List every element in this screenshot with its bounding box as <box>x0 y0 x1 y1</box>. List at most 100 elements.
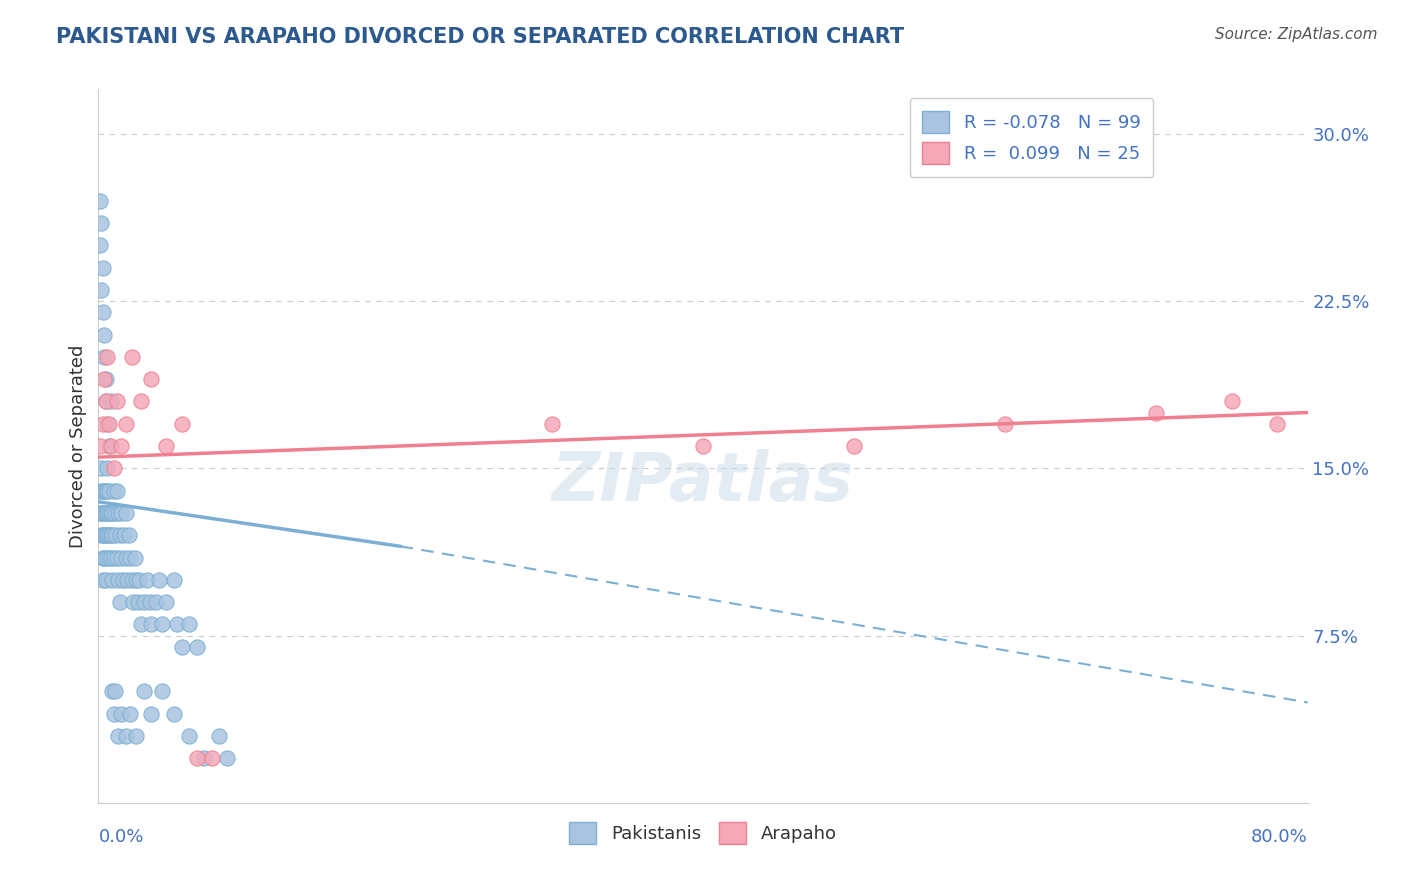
Point <box>91 528 114 542</box>
Point <box>101 573 124 587</box>
Legend: Pakistanis, Arapaho: Pakistanis, Arapaho <box>562 814 844 851</box>
Point <box>96 483 118 498</box>
Point <box>105 550 128 565</box>
Point <box>115 573 138 587</box>
Point <box>108 595 131 609</box>
Point <box>186 640 208 654</box>
Point <box>110 706 132 721</box>
Point <box>98 528 121 542</box>
Point <box>112 528 135 542</box>
Point <box>93 550 115 565</box>
Point <box>90 283 112 297</box>
Point <box>89 506 111 520</box>
Point <box>96 350 118 364</box>
Point <box>100 394 122 409</box>
Point <box>101 684 124 698</box>
Point <box>98 550 121 565</box>
Point <box>94 483 117 498</box>
Point <box>100 528 122 542</box>
Point <box>141 372 163 386</box>
Point <box>91 483 114 498</box>
Point <box>148 573 170 587</box>
Y-axis label: Divorced or Separated: Divorced or Separated <box>69 344 87 548</box>
Point <box>103 706 125 721</box>
Text: Source: ZipAtlas.com: Source: ZipAtlas.com <box>1215 27 1378 42</box>
Point <box>150 684 173 698</box>
Point <box>844 439 866 453</box>
Point <box>139 595 162 609</box>
Point <box>96 506 118 520</box>
Point <box>104 528 127 542</box>
Point <box>105 483 128 498</box>
Point <box>110 439 132 453</box>
Point <box>1220 394 1243 409</box>
Point <box>98 506 121 520</box>
Text: 0.0%: 0.0% <box>98 828 143 846</box>
Point <box>170 640 193 654</box>
Point <box>90 528 112 542</box>
Point <box>121 573 143 587</box>
Point <box>114 550 136 565</box>
Point <box>132 684 155 698</box>
Point <box>1144 405 1167 419</box>
Point <box>141 706 163 721</box>
Point <box>100 550 122 565</box>
Point <box>128 573 150 587</box>
Point <box>89 194 111 208</box>
Point <box>98 483 121 498</box>
Point <box>163 706 186 721</box>
Point <box>150 617 173 632</box>
Point <box>179 617 201 632</box>
Point <box>122 595 145 609</box>
Point <box>94 372 117 386</box>
Point <box>110 506 132 520</box>
Point <box>170 417 193 431</box>
Point <box>94 573 117 587</box>
Point <box>104 684 127 698</box>
Point <box>93 506 115 520</box>
Point <box>107 506 129 520</box>
Point <box>135 573 157 587</box>
Point <box>107 573 129 587</box>
Point <box>98 417 121 431</box>
Point <box>163 573 186 587</box>
Point <box>103 550 125 565</box>
Point <box>100 506 122 520</box>
Point <box>90 506 112 520</box>
Point <box>155 439 177 453</box>
Point <box>107 729 129 743</box>
Point <box>124 550 146 565</box>
Point <box>127 595 149 609</box>
Point <box>125 573 148 587</box>
Point <box>96 528 118 542</box>
Text: ZIPatlas: ZIPatlas <box>553 449 853 515</box>
Point <box>101 506 124 520</box>
Point <box>91 506 114 520</box>
Point <box>91 550 114 565</box>
Point <box>121 350 143 364</box>
Point <box>94 394 117 409</box>
Point <box>90 216 112 230</box>
Point <box>114 417 136 431</box>
Point <box>105 394 128 409</box>
Point <box>208 729 231 743</box>
Point <box>129 394 152 409</box>
Point <box>120 706 142 721</box>
Point <box>93 327 115 342</box>
Point <box>179 729 201 743</box>
Point <box>91 573 114 587</box>
Point <box>96 461 118 475</box>
Point <box>98 439 121 453</box>
Point <box>93 372 115 386</box>
Point <box>103 483 125 498</box>
Point <box>201 751 224 765</box>
Point <box>111 573 134 587</box>
Point <box>155 595 177 609</box>
Point <box>141 617 163 632</box>
Point <box>114 729 136 743</box>
Point <box>1267 417 1289 431</box>
Point <box>186 751 208 765</box>
Text: 80.0%: 80.0% <box>1251 828 1308 846</box>
Point <box>129 617 152 632</box>
Point <box>89 238 111 252</box>
